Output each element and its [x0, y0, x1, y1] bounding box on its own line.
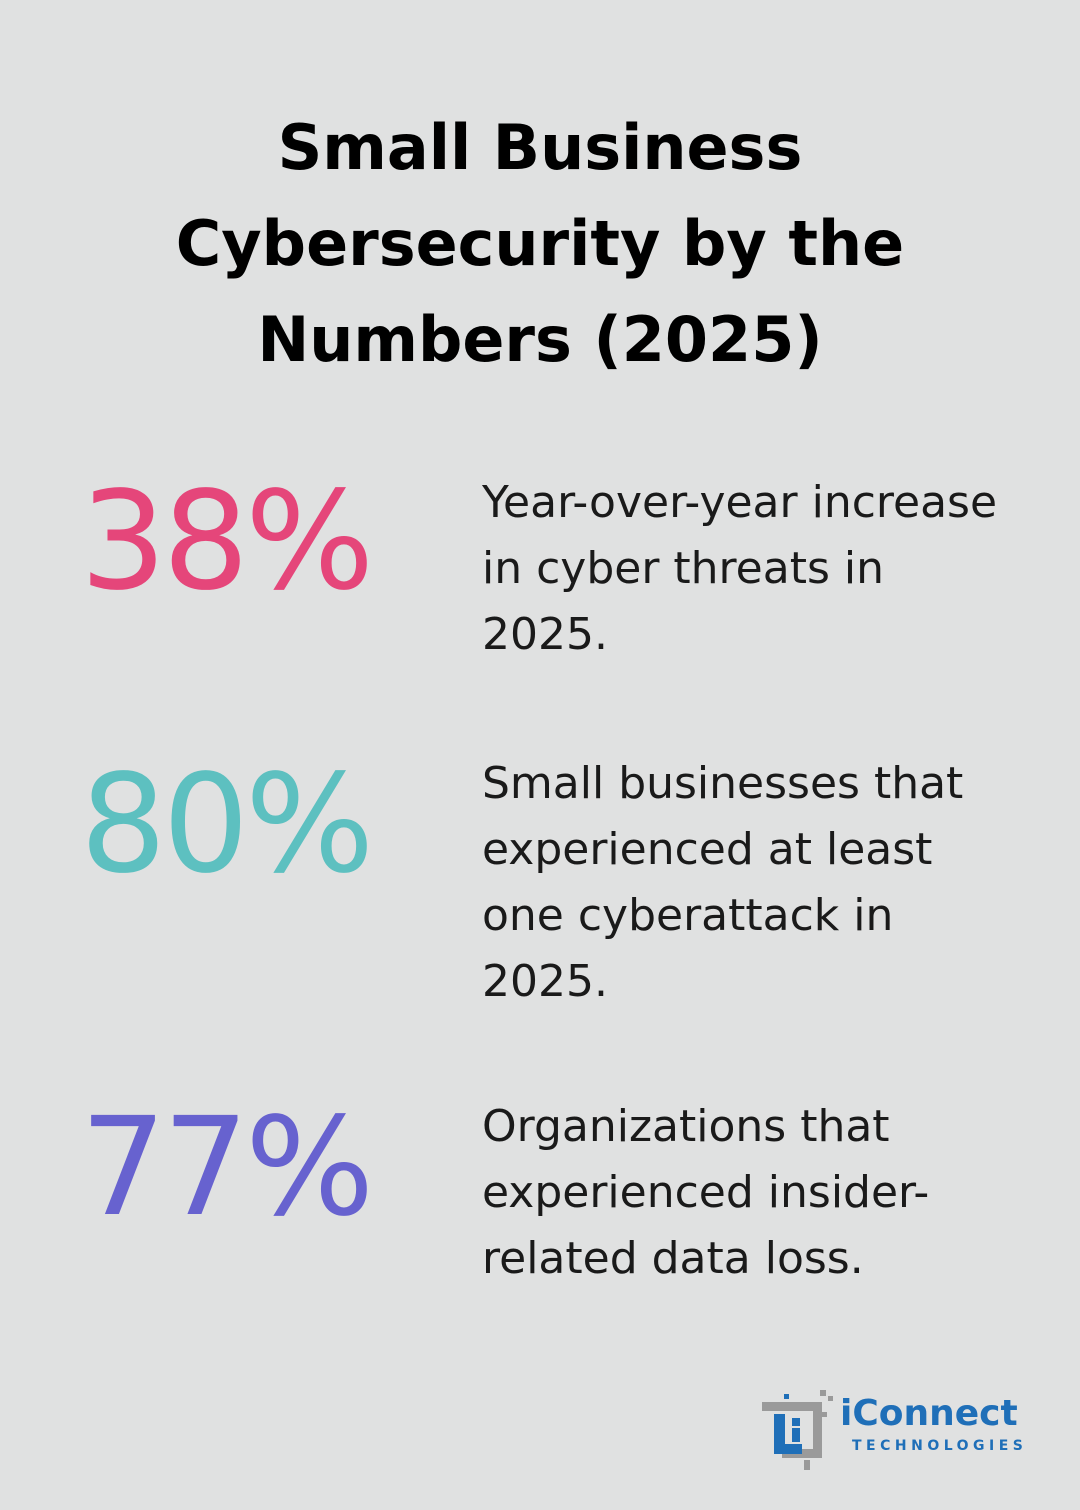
company-logo: iConnect TECHNOLOGIES [760, 1388, 1050, 1474]
stat-value: 80% [80, 746, 374, 904]
stat-description: Organizations that experienced insider-r… [482, 1101, 930, 1284]
logo-name: iConnect [840, 1393, 1018, 1434]
stat-description: Year-over-year increase in cyber threats… [482, 477, 998, 660]
iconnect-logo-icon [762, 1390, 833, 1470]
stat-description: Small businesses that experienced at lea… [482, 758, 964, 1007]
logo-tagline: TECHNOLOGIES [852, 1438, 1028, 1454]
stat-value: 38% [80, 463, 374, 621]
stat-value: 77% [80, 1089, 374, 1247]
page-title: Small Business Cybersecurity by the Numb… [175, 111, 905, 376]
